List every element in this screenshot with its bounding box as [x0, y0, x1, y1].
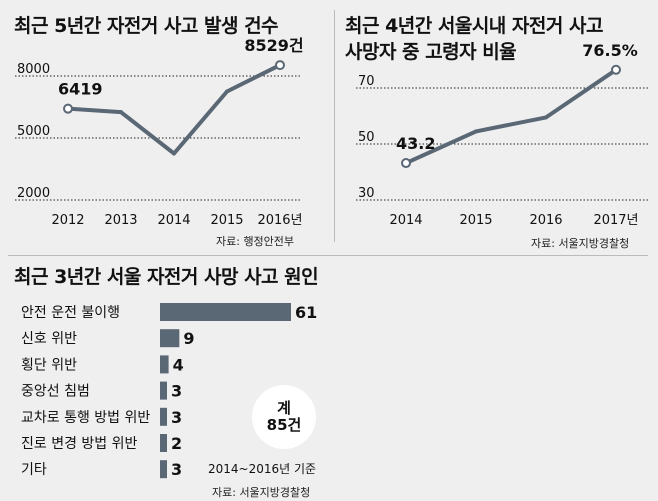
chart2-xtick-label: 2016: [529, 213, 562, 228]
chart3-category-label: 신호 위반: [21, 331, 77, 347]
total-label: 계: [277, 398, 291, 417]
chart3-source: 자료: 서울지방경찰청: [212, 486, 311, 499]
chart3-value-label: 3: [171, 408, 182, 427]
chart3-value-label: 9: [183, 329, 194, 348]
chart3-category-label: 중앙선 침범: [21, 384, 90, 400]
chart2-title-line2: 사망자 중 고령자 비율: [345, 40, 517, 63]
chart2-source: 자료: 서울지방경찰청: [531, 237, 630, 250]
chart1-data-label: 8529건: [244, 36, 303, 55]
chart3-value-label: 61: [295, 303, 317, 322]
chart2-line-segment: [404, 129, 478, 166]
chart3-title: 최근 3년간 서울 자전거 사망 사고 원인: [14, 266, 319, 288]
chart1-ytick-label: 8000: [17, 62, 50, 77]
chart2-data-label: 76.5%: [582, 41, 638, 60]
chart2-data-point: [611, 64, 621, 75]
chart2-xtick-label: 2015: [459, 213, 492, 228]
chart2-data-label: 43.2: [396, 134, 435, 153]
chart3-category-label: 기타: [21, 462, 47, 478]
chart3-value-label: 3: [171, 460, 182, 479]
chart3-bar: [160, 407, 167, 426]
chart1-xtick-label: 2014: [157, 213, 190, 228]
chart3-basis: 2014~2016년 기준: [208, 462, 317, 476]
chart1-xtick-label: 2013: [104, 213, 137, 228]
chart1-source: 자료: 행정안전부: [216, 235, 295, 248]
chart2-ytick-label: 70: [358, 74, 375, 89]
chart1-line-segment: [225, 63, 282, 94]
horizontal-divider: [8, 255, 648, 256]
total-badge: 계 85건: [252, 385, 316, 449]
chart2-title: 최근 4년간 서울시내 자전거 사고 사망자 중 고령자 비율: [345, 14, 603, 65]
chart3-category-label: 안전 운전 불이행: [21, 305, 120, 321]
total-value: 85건: [266, 416, 302, 434]
chart1-xtick-label: 2016년: [257, 213, 302, 228]
chart1-ytick-label: 5000: [17, 124, 50, 139]
chart2-xtick-label: 2017년: [593, 213, 638, 228]
chart3-bar: [160, 329, 180, 348]
chart2-data-point: [401, 158, 411, 169]
chart3-category-label: 교차로 통행 방법 위반: [21, 410, 150, 426]
chart2-ytick-label: 50: [358, 130, 375, 145]
chart1-xtick-label: 2012: [51, 213, 84, 228]
chart2-title-line1: 최근 4년간 서울시내 자전거 사고: [345, 15, 603, 37]
chart1-line-segment: [119, 110, 176, 156]
chart3-value-label: 4: [173, 355, 184, 374]
chart1-line-segment: [172, 89, 229, 156]
chart2-line-segment: [544, 67, 618, 120]
vertical-divider: [334, 10, 335, 242]
chart3-value-label: 2: [171, 434, 182, 453]
chart3-bar: [160, 381, 167, 400]
chart1-ytick-label: 2000: [17, 186, 50, 201]
chart3-bar: [160, 460, 167, 479]
chart2-ytick-label: 30: [358, 186, 375, 201]
chart1-data-point: [63, 103, 73, 114]
chart3-category-label: 진로 변경 방법 위반: [21, 436, 138, 452]
chart1-xtick-label: 2015: [210, 213, 243, 228]
chart1-data-label: 6419: [58, 80, 103, 99]
chart2-line-segment: [474, 115, 548, 134]
chart3-bar: [160, 355, 169, 374]
chart3-category-label: 횡단 위반: [21, 357, 77, 373]
chart1-data-point: [275, 60, 285, 71]
chart3-bar: [160, 434, 167, 452]
chart3-bar: [160, 303, 291, 321]
chart1-line-segment: [66, 106, 123, 115]
chart2-xtick-label: 2014: [389, 213, 422, 228]
chart3-value-label: 3: [171, 382, 182, 401]
chart1-title: 최근 5년간 자전거 사고 발생 건수: [14, 15, 279, 37]
